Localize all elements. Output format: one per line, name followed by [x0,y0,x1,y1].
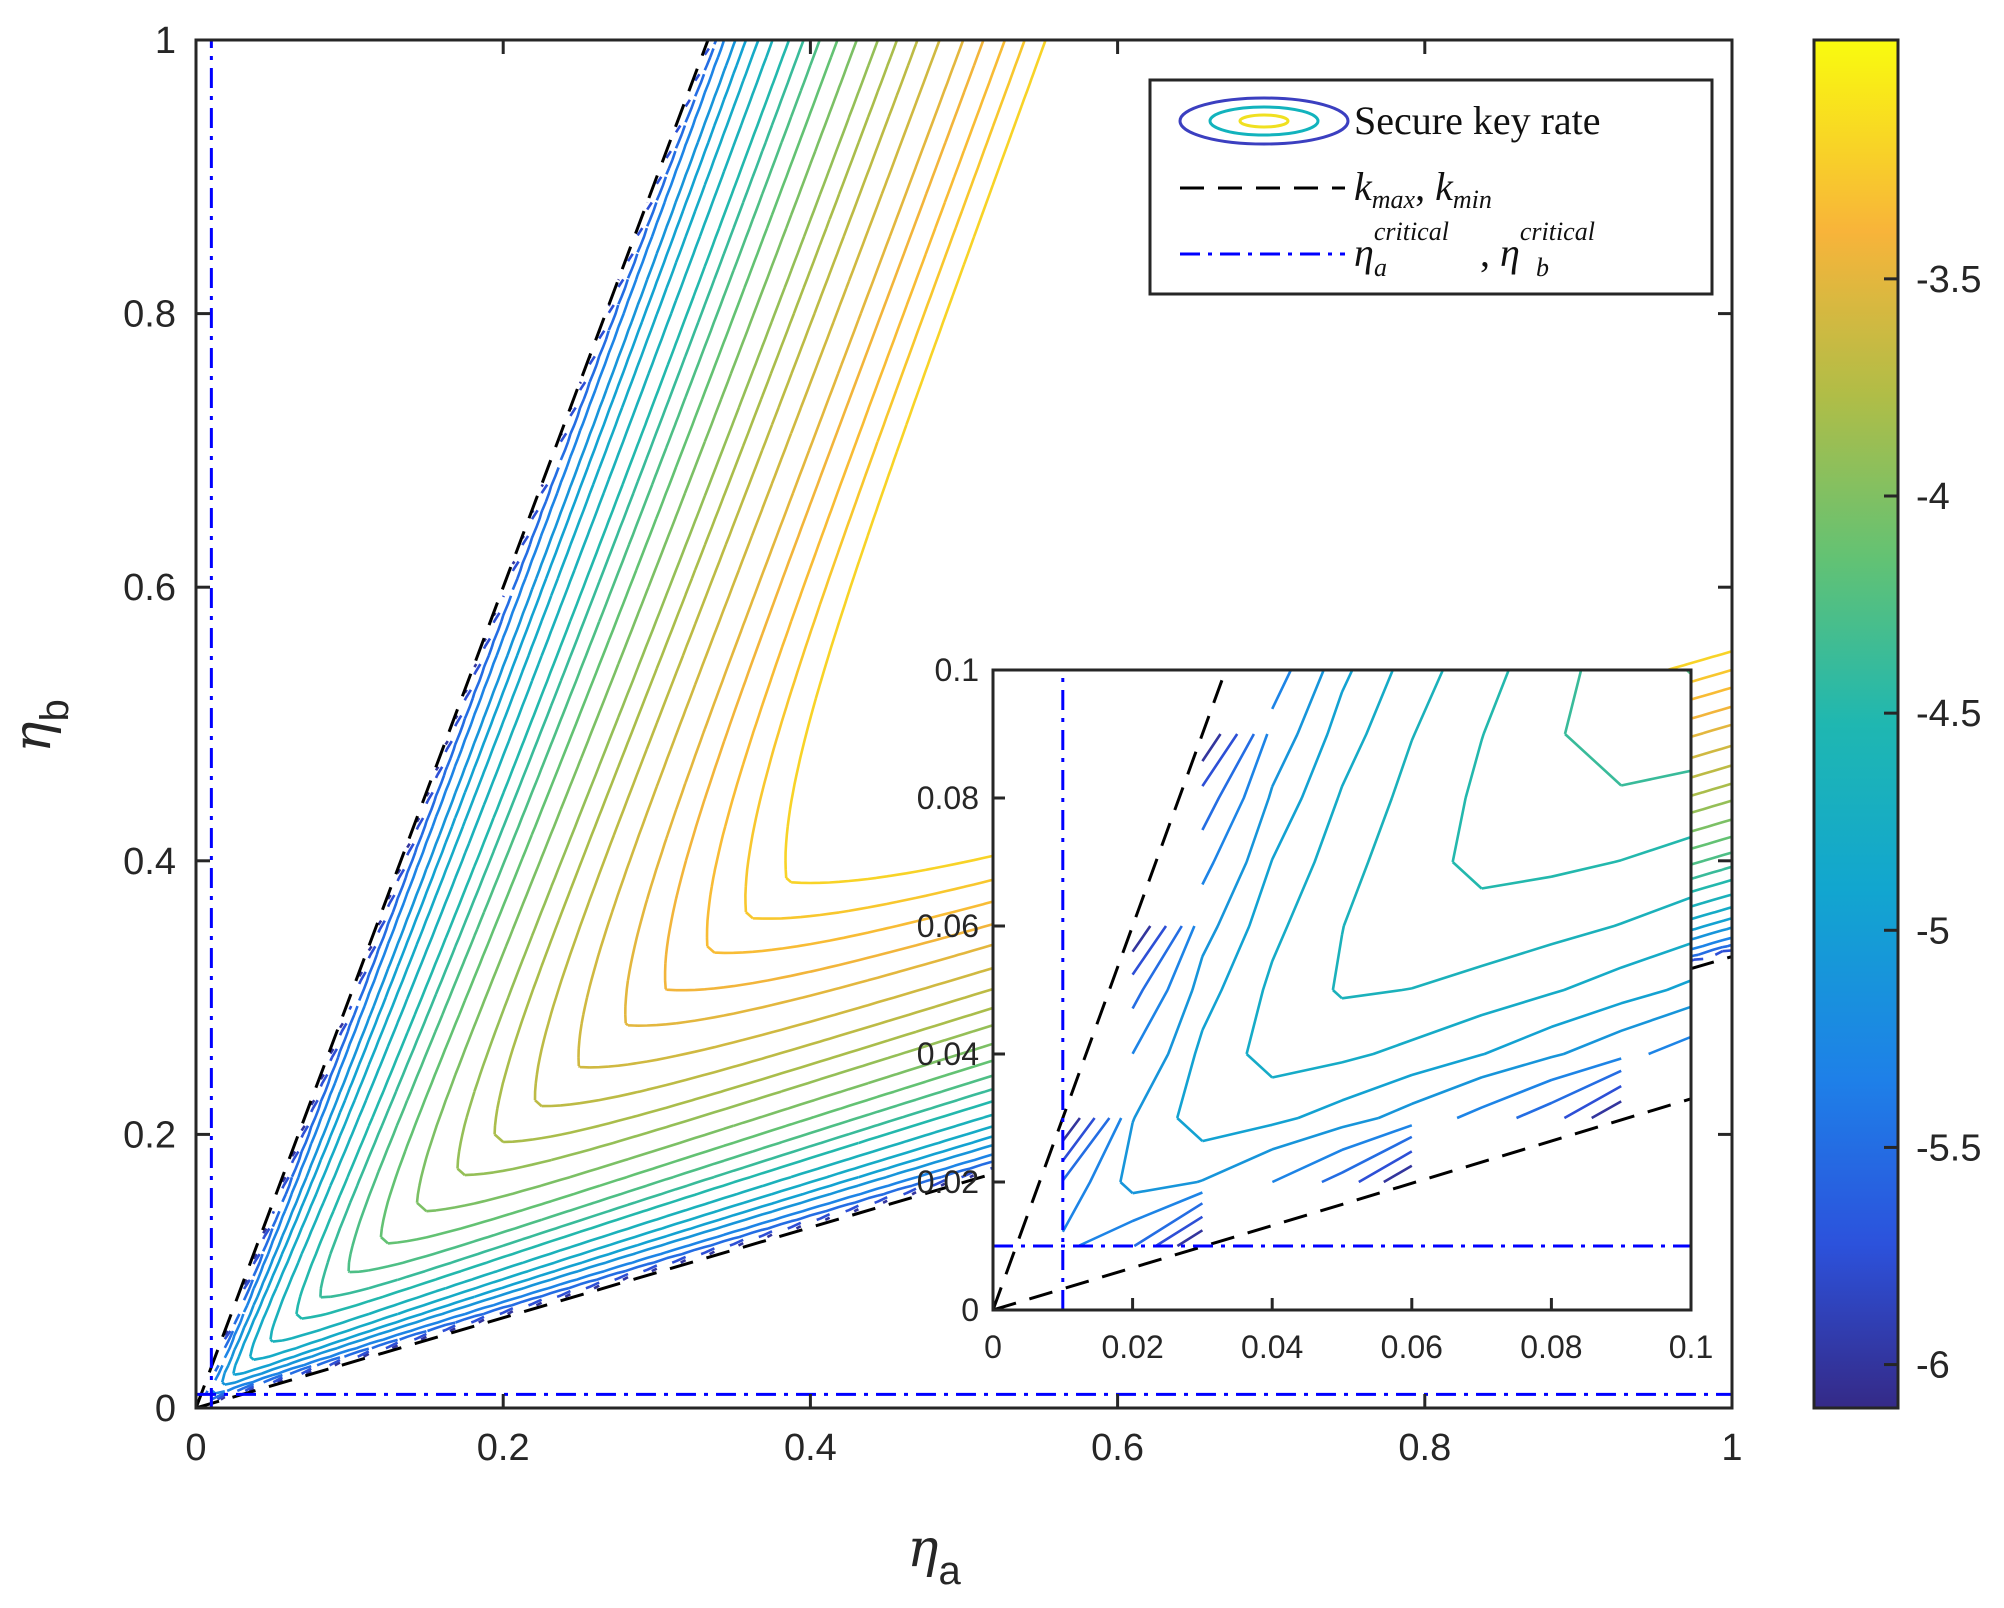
y-tick-label-4: 0.8 [123,294,176,336]
legend-eta-a: η [1354,230,1374,275]
y-tick-label-3: 0.6 [123,567,176,609]
legend-eta-b: η [1500,230,1520,275]
colorbar-ticks: -3.5 -4 -4.5 -5 -5.5 -6 [1884,259,1981,1387]
y-axis-label-sub: b [33,699,77,721]
inset-y-tick-label-0: 0 [961,1292,979,1328]
legend-k-min-sub: min [1453,185,1492,214]
x-tick-label-5: 1 [1721,1427,1742,1469]
inset-contour-group [1061,670,1691,1248]
colorbar-tick-label-4: -5.5 [1916,1127,1981,1169]
legend-box [1148,78,1714,296]
inset-contour-line-8 [1451,670,1691,890]
main-reference-lines [196,40,1732,1408]
legend-eta-a-sub: a [1374,253,1387,282]
colorbar-tick-label-3: -5 [1916,910,1950,952]
inset-contour-line-7 [1331,670,1691,1000]
legend-k-sep: , [1415,164,1435,209]
legend-label-secure-key-rate: Secure key rate [1354,98,1601,143]
inset-x-tick-label-4: 0.08 [1520,1329,1582,1365]
inset-y-tick-label-2: 0.04 [917,1036,979,1072]
x-tick-label-1: 0.2 [477,1427,530,1469]
legend-k-min: k [1435,164,1454,209]
inset-contour-line-0 [1061,733,1622,1248]
inset-x-tick-label-0: 0 [984,1329,1002,1365]
y-tick-label-5: 1 [155,20,176,62]
inset-y-tick-label-4: 0.08 [917,780,979,816]
y-tick-label-1: 0.2 [123,1114,176,1156]
inset-contour-line-2 [1061,733,1622,1248]
x-tick-label-2: 0.4 [784,1427,837,1469]
inset-contour-line-9 [1563,670,1691,787]
colorbar-tick-label-2: -4.5 [1916,693,1981,735]
k-max-line [196,40,710,1408]
x-tick-label-3: 0.6 [1091,1427,1144,1469]
legend-label-kmax-kmin: kmax, kmin [1354,164,1492,214]
inset-x-tick-label-2: 0.04 [1241,1329,1303,1365]
colorbar-tick-label-5: -6 [1916,1345,1950,1387]
y-tick-label-0: 0 [155,1388,176,1430]
inset-k-min-line [993,1097,1691,1310]
x-axis-label: ηa [907,1519,961,1593]
inset-plot-area [993,670,1691,1310]
main-ticks: 0 0.2 0.4 0.6 0.8 1 0 0.2 0.4 0.6 0.8 1 [123,20,1742,1469]
inset-x-tick-label-1: 0.02 [1101,1329,1163,1365]
inset-contour-line-5 [1175,670,1691,1143]
inset-x-tick-label-5: 0.1 [1669,1329,1713,1365]
legend: Secure key rate kmax, kmin ηcritical a, η… [1148,78,1714,296]
legend-k-max: k [1354,164,1373,209]
legend-contour-swatch [1178,96,1350,146]
x-tick-label-4: 0.8 [1398,1427,1451,1469]
colorbar-tick-label-0: -3.5 [1916,259,1981,301]
inset-contour-line-4 [1119,670,1691,1195]
inset-y-tick-label-3: 0.06 [917,908,979,944]
x-tick-label-0: 0 [185,1427,206,1469]
colorbar [1812,38,1900,1410]
y-tick-label-2: 0.4 [123,841,176,883]
y-axis-label-eta: η [3,722,63,753]
inset-x-tick-label-3: 0.06 [1381,1329,1443,1365]
inset-ticks: 0 0.02 0.04 0.06 0.08 0.1 0 0.02 0.04 0.06 0.08 0.1 [917,652,1714,1365]
colorbar-tick-label-1: -4 [1916,476,1950,518]
inset-contour-line-1 [1061,733,1622,1248]
main-axes-box [194,38,1734,1410]
x-axis-label-sub: a [938,1549,961,1593]
legend-k-max-sub: max [1372,185,1416,214]
x-axis-label-eta: η [907,1519,938,1579]
inset-y-tick-label-1: 0.02 [917,1164,979,1200]
inset-contour-line-3 [1061,670,1691,1248]
inset-axes-box [991,668,1693,1312]
inset-reference-lines [993,670,1691,1310]
inset-y-tick-label-5: 0.1 [935,652,979,688]
legend-eta-b-sub: b [1536,253,1549,282]
legend-label-eta-critical: ηcritical a, ηcritical b [1354,217,1595,282]
legend-eta-a-sup: critical [1374,217,1449,246]
legend-eta-sep: , [1480,230,1500,275]
y-axis-label: ηb [3,699,77,752]
legend-eta-b-sup: critical [1520,217,1595,246]
inset-contour-line-6 [1245,670,1691,1079]
